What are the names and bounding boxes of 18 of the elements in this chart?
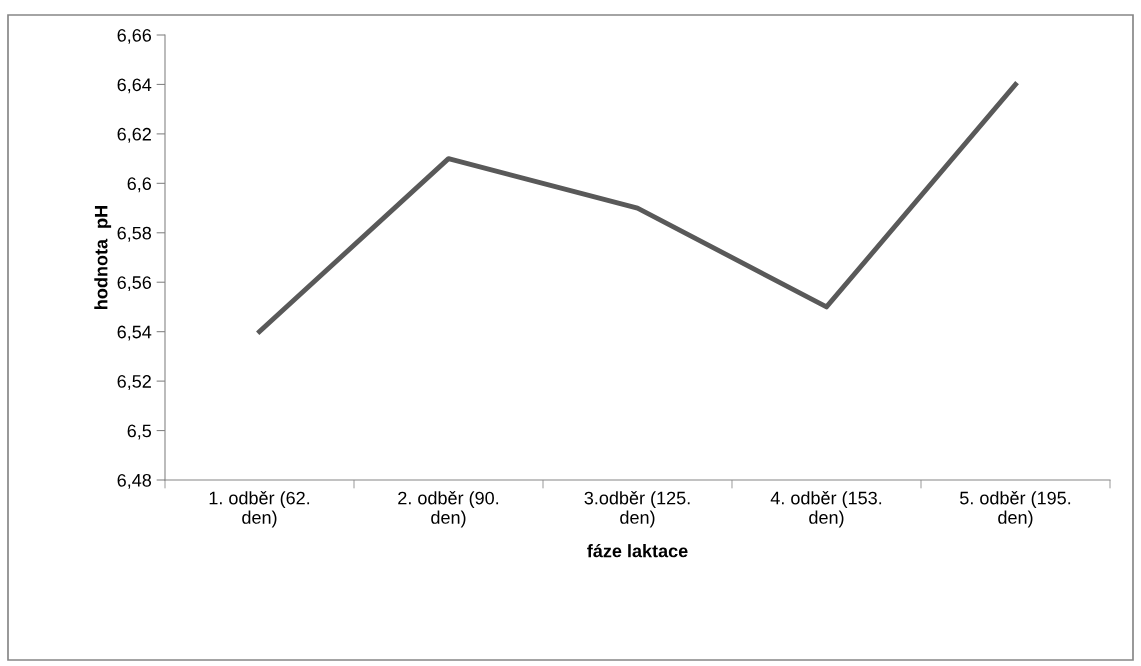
y-tick-label: 6,54 xyxy=(117,325,152,341)
y-tick-label: 6,52 xyxy=(117,375,151,390)
y-tick-label: 6,62 xyxy=(117,127,151,143)
x-tick-label: 1. odběr (62. den) xyxy=(209,491,310,528)
x-tick-label: 5. odběr (195. den) xyxy=(960,491,1071,528)
x-axis-title: fáze laktace xyxy=(587,543,688,558)
y-tick-label: 6,48 xyxy=(117,473,152,489)
y-tick-label: 6,6 xyxy=(127,177,152,193)
y-tick-label: 6,56 xyxy=(117,276,152,292)
y-tick-label: 6,5 xyxy=(127,424,152,440)
y-tick-label: 6,64 xyxy=(117,78,152,94)
x-tick-label: 3.odběr (125. den) xyxy=(584,491,690,528)
y-tick-label: 6,58 xyxy=(117,226,152,242)
x-tick-label: 4. odběr (153. den) xyxy=(770,491,882,528)
y-axis-title: hodnota pH xyxy=(94,206,112,309)
x-tick-label: 2. odběr (90. den) xyxy=(398,491,499,528)
line-series xyxy=(257,82,1018,335)
y-tick-label: 6,66 xyxy=(117,28,152,44)
